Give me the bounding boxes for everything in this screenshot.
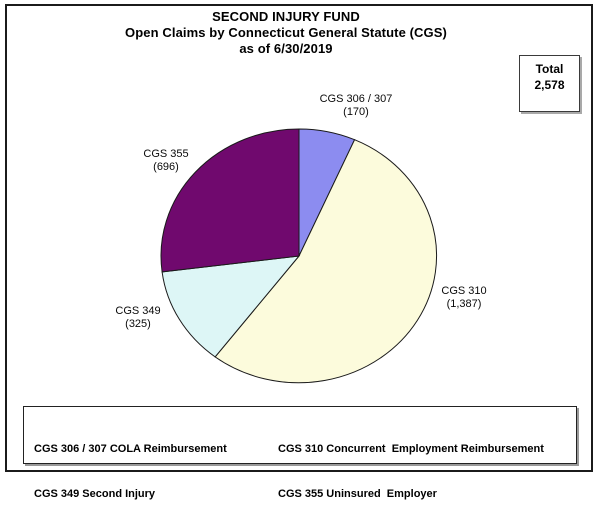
legend-item: CGS 355 Uninsured Employer: [278, 488, 437, 500]
chart-title-block: SECOND INJURY FUND Open Claims by Connec…: [0, 9, 572, 57]
legend-item: CGS 306 / 307 COLA Reimbursement: [34, 443, 227, 455]
legend-item: CGS 310 Concurrent Employment Reimbursem…: [278, 443, 544, 455]
total-label: Total: [535, 62, 564, 76]
slice-label-cgs-310: CGS 310 (1,387): [441, 285, 487, 310]
slice-label-cgs-306-307: CGS 306 / 307 (170): [319, 93, 393, 118]
chart-title: SECOND INJURY FUND: [212, 9, 360, 24]
legend-box: CGS 306 / 307 COLA Reimbursement CGS 349…: [23, 406, 577, 500]
slice-label-cgs-355: CGS 355 (696): [143, 148, 189, 173]
legend-item: CGS 349 Second Injury: [34, 488, 156, 500]
pie-slice-cgs-349: [161, 255, 301, 358]
total-value: 2,578: [534, 78, 565, 92]
pie-slice-cgs-310: [214, 139, 437, 384]
pie-slice-cgs-355: [160, 128, 300, 273]
pie-chart: [160, 128, 437, 384]
legend-column-2: CGS 310 Concurrent Employment Reimbursem…: [278, 412, 544, 532]
total-box: Total 2,578: [519, 55, 580, 112]
slice-label-cgs-349: CGS 349 (325): [115, 305, 161, 330]
legend-column-1: CGS 306 / 307 COLA Reimbursement CGS 349…: [34, 412, 227, 532]
chart-date: as of 6/30/2019: [239, 41, 333, 56]
chart-subtitle: Open Claims by Connecticut General Statu…: [125, 25, 447, 40]
